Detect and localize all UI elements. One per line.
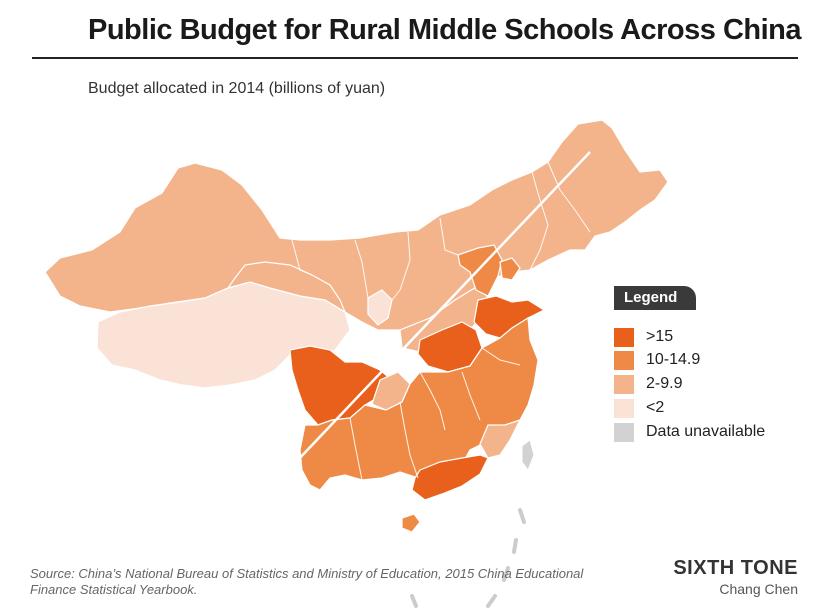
- region-taiwan: [521, 439, 535, 472]
- region-central-south: [299, 316, 539, 491]
- region-fujian: [479, 418, 522, 459]
- region-northwest: [44, 119, 669, 331]
- region-qinghai: [226, 261, 347, 314]
- region-liaoning: [499, 257, 521, 281]
- chart-subtitle: Budget allocated in 2014 (billions of yu…: [88, 80, 386, 97]
- region-guangdong: [411, 454, 489, 501]
- legend-swatch: [614, 350, 634, 370]
- legend-label: Data unavailable: [646, 423, 766, 440]
- legend-item: Data unavailable: [614, 421, 765, 443]
- legend-item: 10-14.9: [614, 349, 700, 371]
- legend-label: <2: [646, 399, 665, 416]
- legend-label: 10-14.9: [646, 351, 701, 368]
- legend-item: >15: [614, 326, 673, 348]
- legend-item: <2: [614, 397, 664, 419]
- hu-line: [295, 151, 591, 463]
- legend-swatch: [614, 374, 634, 394]
- source-note: Source: China’s National Bureau of Stati…: [30, 566, 584, 597]
- legend-label: 2-9.9: [646, 375, 683, 392]
- south-sea-dashes: [410, 508, 526, 608]
- region-ningxia: [367, 289, 393, 326]
- chart-title: Public Budget for Rural Middle Schools A…: [88, 14, 802, 46]
- author-credit: Chang Chen: [719, 581, 798, 597]
- brand-block: SIXTH TONE Chang Chen: [673, 557, 798, 597]
- province-borders: [291, 161, 591, 481]
- legend-swatch: [614, 422, 634, 442]
- region-hainan: [401, 513, 421, 533]
- legend-title: Legend: [614, 286, 696, 310]
- region-tibet: [96, 281, 351, 389]
- title-divider: [32, 57, 798, 59]
- legend-swatch: [614, 398, 634, 418]
- legend-swatch: [614, 327, 634, 347]
- legend-item: 2-9.9: [614, 373, 682, 395]
- brand-logo: SIXTH TONE: [673, 557, 798, 579]
- legend-label: >15: [646, 328, 674, 345]
